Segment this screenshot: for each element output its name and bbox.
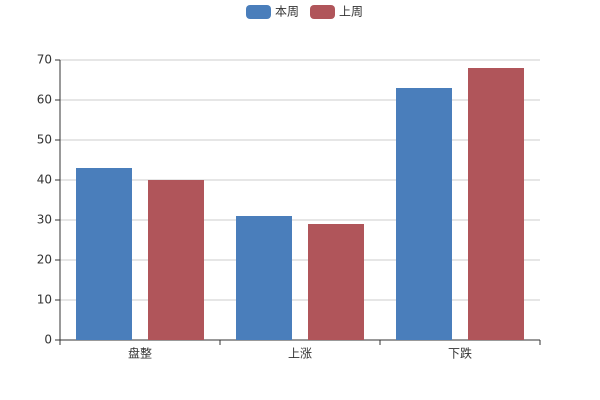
y-tick-label: 0 [44,333,52,347]
bar [148,180,204,340]
bar [396,88,452,340]
bar [468,68,524,340]
legend-icon [310,5,335,19]
y-tick-label: 30 [37,213,52,227]
y-tick-label: 70 [37,53,52,67]
x-tick-label: 上涨 [288,346,312,361]
legend-icon [246,5,271,19]
y-tick-label: 50 [37,133,52,147]
legend-label: 本周 [275,5,299,19]
y-tick-label: 10 [37,293,52,307]
bar [308,224,364,340]
x-tick-label: 下跌 [448,346,472,361]
bar [76,168,132,340]
y-tick-label: 40 [37,173,52,187]
bar [236,216,292,340]
y-tick-label: 20 [37,253,52,267]
legend-label: 上周 [339,5,363,19]
x-tick-label: 盘整 [128,346,152,361]
y-tick-label: 60 [37,93,52,107]
